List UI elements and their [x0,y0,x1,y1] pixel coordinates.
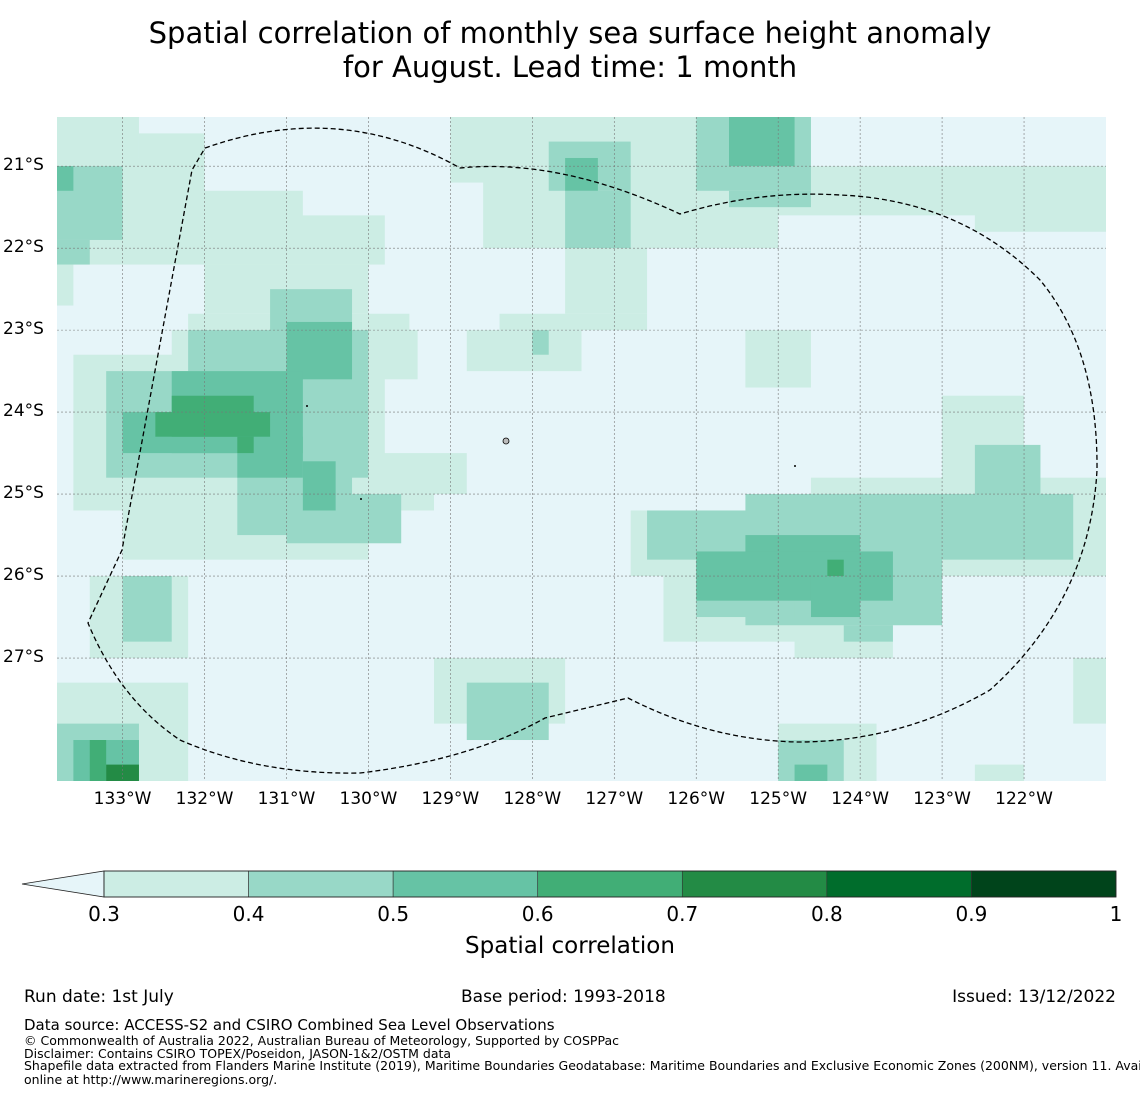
correlation-cell [565,157,598,191]
disclaimer: Disclaimer: Contains CSIRO TOPEX/Poseido… [24,1046,452,1061]
correlation-cell [57,117,139,158]
correlation-cell [729,117,795,167]
correlation-cell [57,166,74,191]
longitude-tick-label: 128°W [503,789,562,809]
colorbar-tick-label: 0.6 [521,902,554,926]
latitude-tick-label: 26°S [3,565,44,586]
colorbar-tick-label: 0.7 [666,902,699,926]
colorbar-tick-label: 0.3 [88,902,120,926]
latitude-tick-label: 23°S [3,319,44,340]
longitude-tick-label: 125°W [749,789,808,809]
colorbar-extension-arrow [21,870,105,898]
longitude-tick-label: 133°W [93,789,152,809]
correlation-cell [974,764,1025,781]
island-oeno [360,498,362,500]
latitude-tick-label: 21°S [3,155,44,176]
colorbar-label: Spatial correlation [465,933,675,959]
graticule [57,117,1106,781]
correlation-cell [794,764,828,781]
map-title-line-2: for August. Lead time: 1 month [342,50,798,84]
colorbar-segment [248,870,394,898]
correlation-cell [729,190,811,208]
island-pitcairn [502,437,510,445]
longitude-tick-label: 130°W [339,789,398,809]
colorbar-segment [103,870,249,898]
longitude-tick-label: 127°W [585,789,644,809]
longitude-tick-label: 129°W [421,789,480,809]
correlation-cell [974,444,1041,495]
run-date: Run date: 1st July [24,987,174,1007]
longitude-tick-label: 124°W [831,789,890,809]
correlation-cell [106,764,139,781]
colorbar-tick-label: 0.9 [955,902,988,926]
correlation-cell [974,166,1106,232]
longitude-tick-label: 126°W [667,789,726,809]
correlation-cell [368,453,467,495]
colorbar-tick-label: 0.5 [377,902,410,926]
colorbar-tick-label: 1 [1109,902,1123,926]
shapefile-note: Shapefile data extracted from Flanders M… [24,1058,1140,1073]
latitude-tick-label: 27°S [3,647,44,668]
colorbar-tick-label: 0.8 [810,902,843,926]
correlation-cells [57,117,1106,781]
correlation-cell [286,321,353,380]
correlation-cell [466,682,549,741]
shapefile-note-url: online at http://www.marineregions.org/. [24,1072,278,1087]
latitude-tick-label: 24°S [3,401,44,422]
correlation-cell [827,559,844,577]
correlation-cell [57,239,90,265]
correlation-cell [89,740,107,781]
correlation-cell [810,576,861,618]
map-title-line-1: Spatial correlation of monthly sea surfa… [148,16,992,50]
island-ducie [794,465,796,467]
correlation-cell [466,330,582,372]
colorbar [21,870,1117,898]
data-source: Data source: ACCESS-S2 and CSIRO Combine… [24,1016,555,1034]
colorbar-segment [971,870,1117,898]
base-period: Base period: 1993-2018 [461,987,666,1007]
longitude-tick-label: 122°W [995,789,1053,809]
island-henderson [306,405,308,407]
longitude-tick-label: 123°W [913,789,971,809]
longitude-tick-label: 132°W [175,789,234,809]
correlation-cell [843,625,893,642]
correlation-cell [237,436,254,454]
latitude-tick-label: 22°S [3,237,44,258]
correlation-cell [942,494,1074,560]
colorbar-segment [826,870,972,898]
correlation-cell [155,412,271,437]
correlation-cell [1073,658,1106,724]
islands [306,405,796,500]
issued-date: Issued: 13/12/2022 [952,987,1116,1007]
correlation-cell [138,133,205,158]
correlation-cell [565,248,648,314]
copyright: © Commonwealth of Australia 2022, Austra… [24,1033,619,1048]
latitude-tick-label: 25°S [3,483,44,504]
correlation-cell [302,461,336,511]
correlation-cell [122,576,172,642]
colorbar-tick-label: 0.4 [232,902,265,926]
correlation-cell [57,264,74,306]
colorbar-segment [681,870,828,898]
colorbar-segment [392,870,539,898]
colorbar-frame [103,870,1117,898]
longitude-tick-label: 131°W [257,789,316,809]
correlation-cell [532,330,549,355]
correlation-cell [499,313,648,331]
colorbar-segment [537,870,683,898]
correlation-cell [204,215,385,265]
correlation-cell [565,190,631,249]
